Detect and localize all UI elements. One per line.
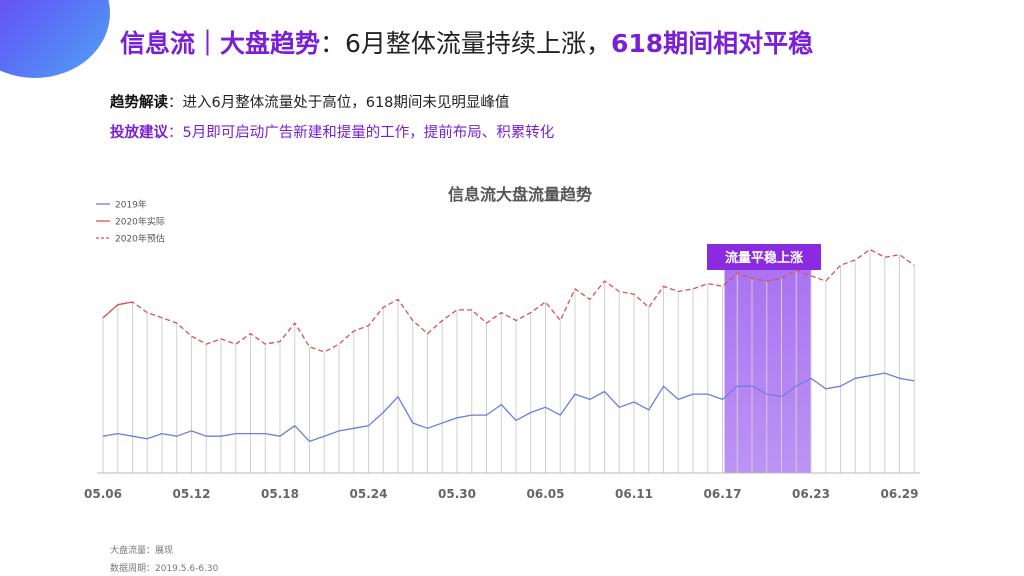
x-tick-label: 05.06 <box>84 487 122 501</box>
chart-title: 信息流大盘流量趋势 <box>448 185 592 204</box>
highlight-band: 流量平稳上涨 <box>707 244 821 473</box>
series-group <box>102 248 915 443</box>
advice-text: ：5月即可启动广告新建和提量的工作，提前布局、积累转化 <box>168 125 555 141</box>
title-colon: ： <box>320 29 346 58</box>
trend-insight: 趋势解读：进入6月整体流量处于高位，618期间未见明显峰值 <box>110 91 509 112</box>
x-tick-label: 05.18 <box>261 487 299 501</box>
trend-text: ：进入6月整体流量处于高位，618期间未见明显峰值 <box>168 95 510 111</box>
x-tick-label: 05.30 <box>438 487 476 501</box>
footnote-period: 数据周期：2019.5.6-6.30 <box>110 564 219 574</box>
title-mid: 6月整体流量持续上涨， <box>345 29 611 58</box>
highlight-label: 流量平稳上涨 <box>725 250 803 266</box>
series-line <box>102 372 915 443</box>
x-tick-label: 06.23 <box>792 487 830 501</box>
series-line <box>102 248 915 353</box>
x-tick-label: 06.05 <box>527 487 565 501</box>
title-highlight: 618期间相对平稳 <box>610 29 814 58</box>
page-title: 信息流｜大盘趋势：6月整体流量持续上涨，618期间相对平稳 <box>120 24 813 60</box>
x-tick-label: 06.29 <box>881 487 919 501</box>
x-tick-label: 06.11 <box>615 487 653 501</box>
legend-label: 2019年 <box>115 199 147 211</box>
title-prefix: 信息流｜大盘趋势 <box>120 29 321 58</box>
trend-label: 趋势解读 <box>110 95 168 111</box>
advice-label: 投放建议 <box>110 125 168 141</box>
legend-label: 2020年实际 <box>115 216 165 228</box>
footnote-metric: 大盘流量：展现 <box>110 546 174 556</box>
x-tick-label: 06.17 <box>704 487 742 501</box>
x-tick-label: 05.24 <box>350 487 388 501</box>
chart-legend: 2019年 2020年实际 2020年预估 <box>96 199 165 245</box>
x-tick-label: 05.12 <box>173 487 211 501</box>
legend-label: 2020年预估 <box>115 233 165 245</box>
x-axis: 05.06 05.12 05.18 05.24 05.30 06.05 06.11 06.17… <box>84 472 921 501</box>
highlight-label-box <box>707 244 821 270</box>
vertical-gridlines <box>102 249 915 473</box>
advice-insight: 投放建议：5月即可启动广告新建和提量的工作，提前布局、积累转化 <box>110 121 554 142</box>
